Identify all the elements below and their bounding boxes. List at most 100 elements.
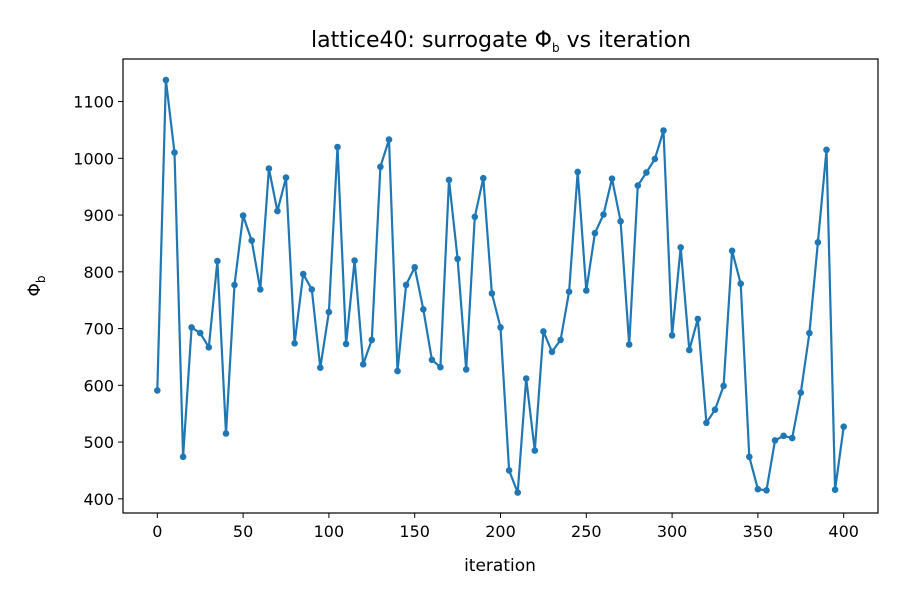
data-point [814, 239, 822, 246]
data-point [196, 329, 204, 337]
y-tick-label: 700 [83, 320, 114, 339]
data-point [797, 389, 805, 397]
data-point [162, 76, 170, 84]
data-point [823, 146, 830, 154]
data-point [222, 430, 230, 437]
data-point [840, 423, 847, 431]
y-axis-label: Φb [25, 275, 48, 296]
data-point [488, 290, 496, 297]
data-point [291, 340, 298, 347]
data-point [771, 437, 779, 444]
data-point [651, 155, 659, 163]
data-point [402, 281, 410, 289]
y-tick-label: 1000 [73, 149, 114, 168]
data-point [282, 174, 290, 181]
data-point [754, 485, 762, 493]
x-tick-label: 300 [657, 522, 688, 541]
data-point [720, 382, 727, 390]
data-point [660, 127, 667, 134]
data-point [231, 281, 238, 289]
data-point [694, 315, 702, 323]
data-point [514, 489, 521, 496]
data-point [394, 367, 401, 375]
data-point [608, 175, 616, 182]
data-point [257, 286, 264, 293]
data-point [625, 341, 633, 348]
y-tick-label: 900 [83, 206, 114, 225]
data-point [522, 375, 530, 382]
y-tick-label: 1100 [73, 93, 114, 112]
data-point [505, 467, 513, 474]
data-point [308, 286, 316, 293]
data-point [780, 432, 787, 440]
y-tick-label: 500 [83, 433, 114, 452]
data-point [668, 332, 676, 339]
data-point [454, 255, 461, 263]
data-point [531, 447, 539, 454]
data-point [737, 280, 744, 288]
plot-area [154, 76, 847, 496]
data-point [540, 328, 547, 335]
data-point [617, 218, 624, 225]
data-point [634, 182, 642, 189]
data-point [428, 356, 436, 364]
data-point [600, 211, 607, 218]
y-axis: 400 500 600 700 800 900 1000 1100 [73, 93, 123, 509]
data-point [565, 288, 573, 296]
data-point [377, 163, 384, 171]
x-tick-label: 100 [314, 522, 345, 541]
y-tick-label: 800 [83, 263, 114, 282]
data-point [317, 364, 324, 372]
data-point [325, 308, 333, 316]
x-axis-label: iteration [464, 556, 536, 576]
data-point [643, 169, 650, 176]
data-point [746, 453, 753, 461]
data-point [265, 165, 273, 172]
data-point [788, 434, 796, 442]
data-point [342, 340, 350, 348]
data-point [437, 363, 444, 371]
x-axis: 0 50 100 150 200 250 300 350 400 [152, 513, 859, 541]
data-point [583, 287, 590, 294]
y-tick-label: 400 [83, 490, 114, 509]
x-tick-label: 0 [152, 522, 162, 541]
x-tick-label: 200 [485, 522, 516, 541]
data-point [179, 453, 187, 461]
x-tick-label: 250 [571, 522, 602, 541]
data-point [385, 136, 393, 143]
data-point [728, 247, 736, 255]
data-point [154, 387, 161, 394]
data-point [359, 361, 367, 368]
data-point [591, 229, 599, 237]
data-point [445, 176, 453, 184]
data-point [274, 207, 281, 215]
data-point [677, 244, 684, 251]
data-point [171, 149, 178, 156]
data-point [471, 213, 479, 221]
y-tick-label: 600 [83, 376, 114, 395]
data-point [205, 344, 213, 351]
data-point [548, 348, 556, 356]
x-tick-label: 150 [399, 522, 430, 541]
data-point [462, 366, 470, 373]
data-point [806, 329, 813, 337]
data-point [214, 257, 221, 265]
data-point [711, 406, 719, 414]
data-point [411, 264, 419, 271]
data-point [420, 306, 427, 313]
data-point [480, 174, 487, 182]
chart-title: lattice40: surrogate Φb vs iteration [311, 28, 691, 55]
data-point [497, 324, 504, 331]
data-point [686, 346, 693, 354]
data-point [334, 143, 341, 151]
x-tick-label: 50 [233, 522, 253, 541]
data-point [831, 486, 839, 494]
x-tick-label: 350 [743, 522, 774, 541]
data-point [557, 336, 564, 344]
data-point [574, 168, 581, 176]
data-point [239, 212, 247, 219]
data-point [248, 237, 255, 244]
data-point [351, 257, 358, 264]
data-point [763, 487, 770, 494]
